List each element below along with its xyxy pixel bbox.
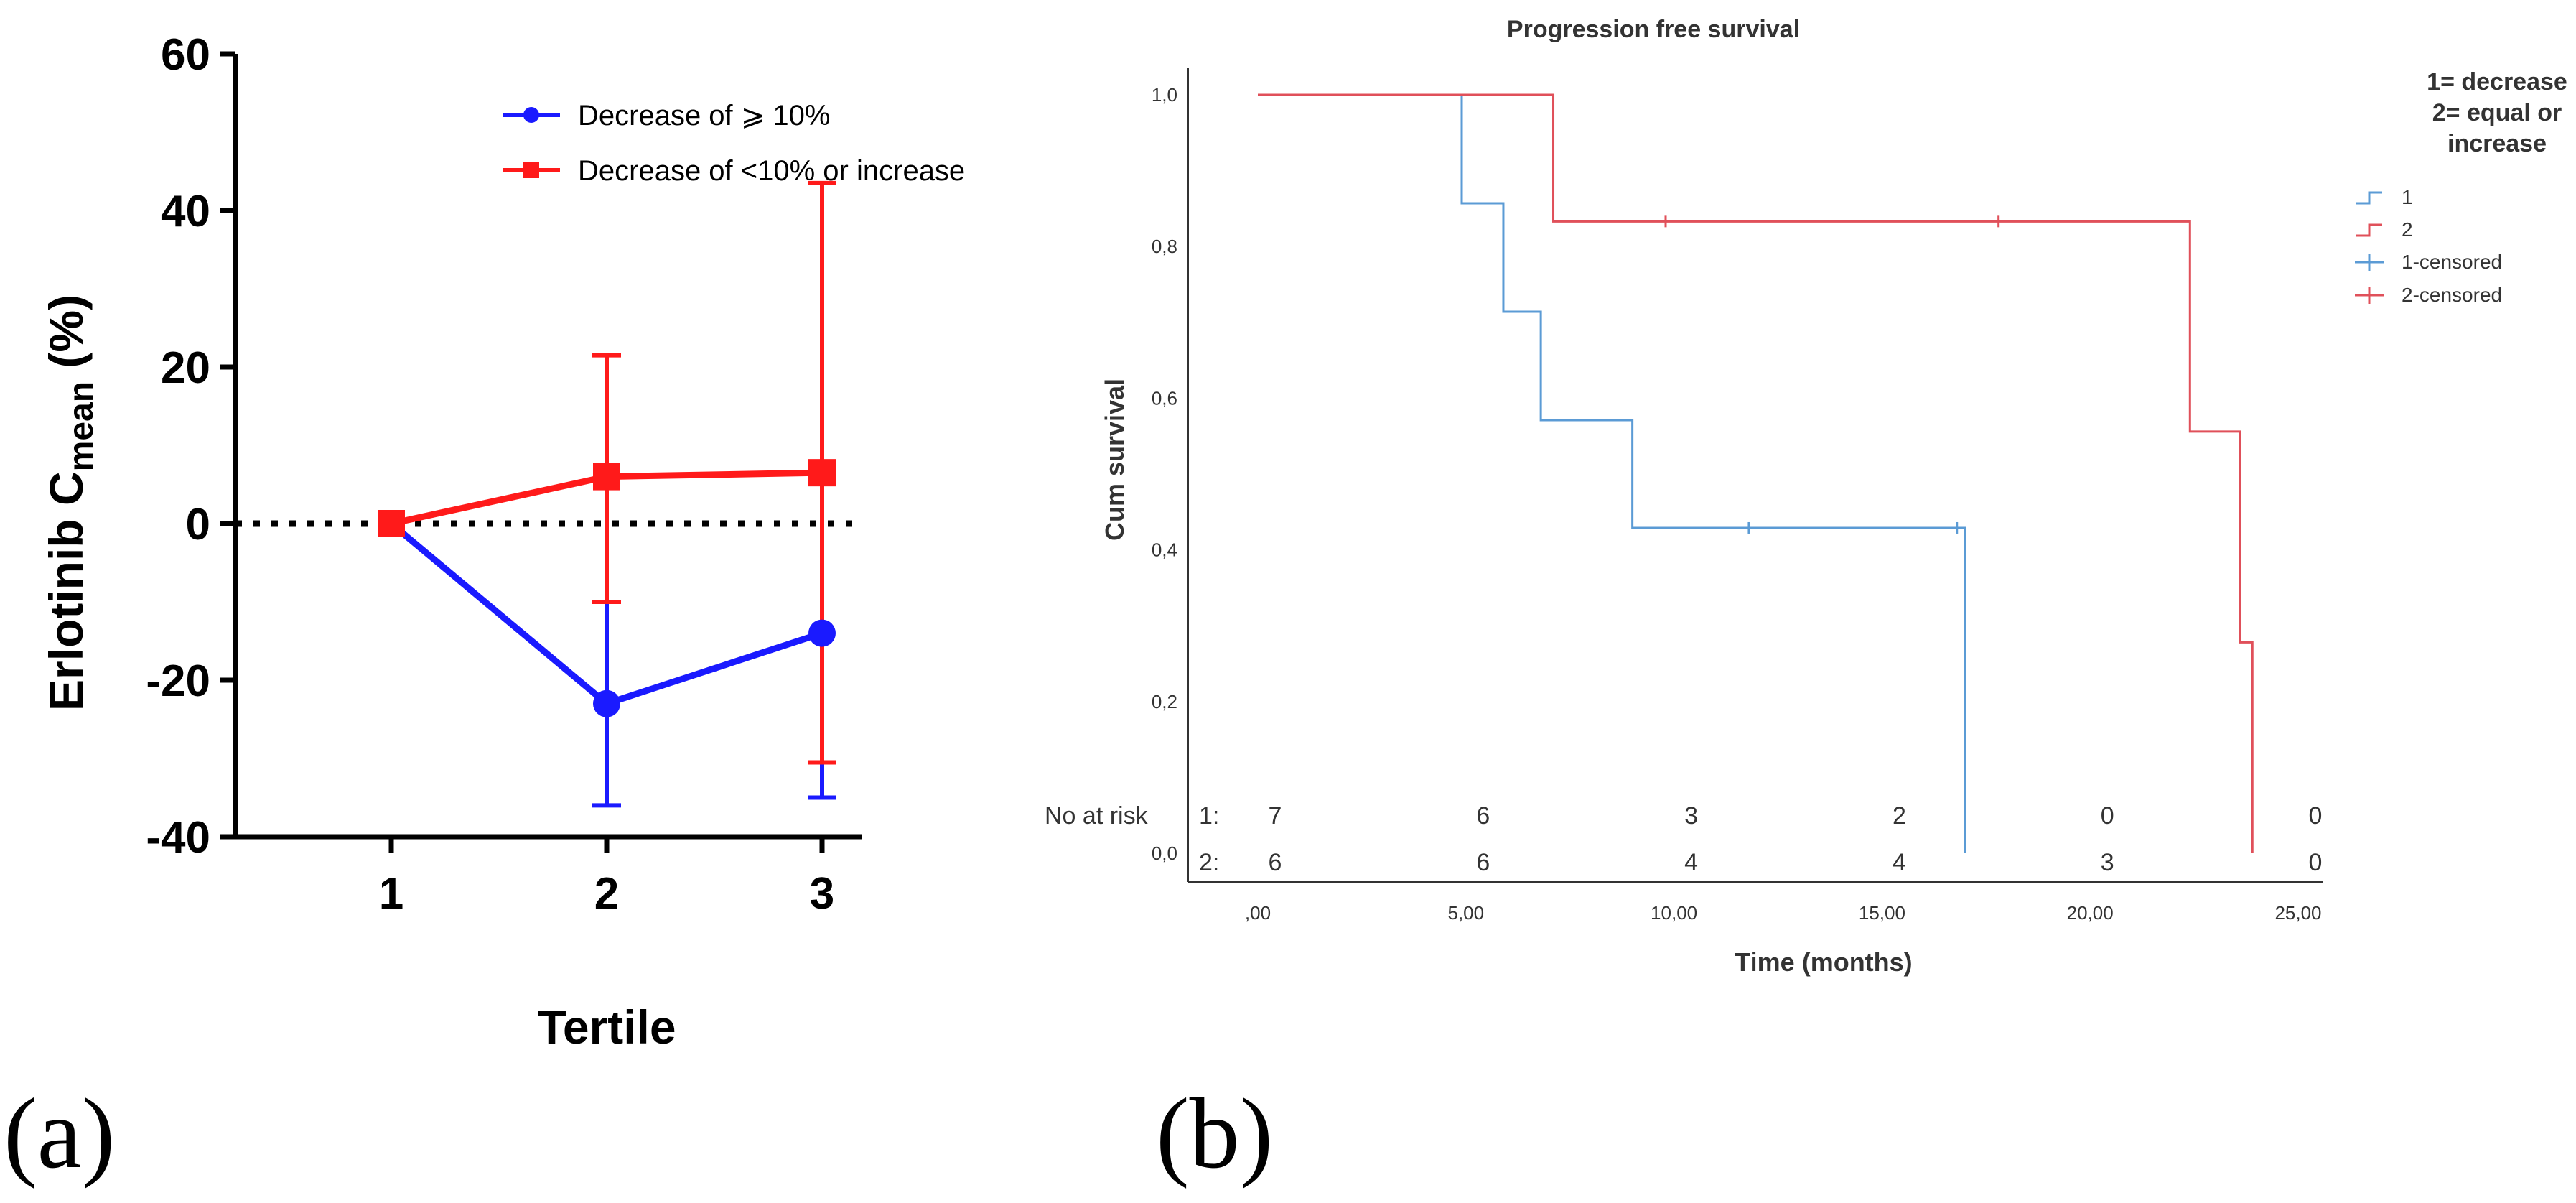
panel-a-y-tick-label: 20	[161, 343, 210, 393]
panel-b-x-axis-label: Time (months)	[1735, 947, 1912, 977]
panel-b-x-tick-label: 20,00	[2067, 902, 2114, 924]
panel-b-x-tick-label: 10,00	[1651, 902, 1697, 924]
legend-swatch-series-2	[2356, 225, 2382, 236]
panel-a-marks	[378, 183, 836, 806]
panel-b-x-tick-label: 25,00	[2274, 902, 2321, 924]
panel-b-y-tick-label: 0,6	[1152, 387, 1177, 409]
panel-a-legend: Decrease of ⩾ 10% Decrease of <10% or in…	[503, 100, 965, 187]
at-risk-label: No at risk	[1045, 802, 1149, 830]
at-risk-count: 2	[1893, 802, 1906, 830]
panel-b-x-tick-label: ,00	[1245, 902, 1271, 924]
legend-entry-1-censored: 1-censored	[2402, 251, 2502, 273]
at-risk-count: 6	[1269, 849, 1282, 876]
legend-entry-1: 1	[2402, 186, 2413, 208]
panel-a-x-axis-label: Tertile	[537, 1000, 676, 1054]
survival-curve-2	[1258, 95, 2252, 853]
at-risk-count: 4	[1684, 849, 1698, 876]
survival-curve-1	[1258, 95, 1965, 853]
panel-b-y-tick-label: 0,8	[1152, 236, 1177, 257]
legend-entry-decrease-lt10-or-increase: Decrease of <10% or increase	[578, 155, 965, 187]
at-risk-count: 3	[1684, 802, 1698, 830]
panel-a-x-tick-label: 3	[810, 869, 834, 919]
legend-title-line-1: 1= decrease	[2427, 68, 2567, 96]
panel-b-x-tick-label: 15,00	[1859, 902, 1905, 924]
at-risk-count: 0	[2309, 849, 2323, 876]
at-risk-count: 0	[2101, 802, 2114, 830]
panel-b-chart: Progression free survival Cum survival T…	[1045, 16, 2567, 1189]
panel-a-y-tick-label: 40	[161, 187, 210, 236]
panel-a-x-tick-label: 2	[594, 869, 619, 919]
at-risk-row-label: 2:	[1199, 849, 1219, 876]
at-risk-count: 0	[2309, 802, 2323, 830]
panel-a-x-tick-label: 1	[379, 869, 403, 919]
at-risk-count: 7	[1269, 802, 1282, 830]
series-decrease-lt10-or-increase-point	[378, 510, 405, 537]
legend-entry-decrease-10: Decrease of ⩾ 10%	[578, 100, 830, 131]
panel-a-y-tick-label: 0	[186, 500, 210, 549]
panel-a-y-tick-label: -20	[146, 656, 210, 706]
panel-b-label: (b)	[1156, 1078, 1273, 1189]
panel-a-y-tick-label: 60	[161, 30, 210, 80]
panel-a-chart: Erlotinib Cmean (%) Tertile (a) -40 -20 0 2…	[4, 30, 965, 1189]
figure: Erlotinib Cmean (%) Tertile (a) -40 -20 0 2…	[0, 0, 2576, 1203]
legend-entry-2-censored: 2-censored	[2402, 284, 2502, 306]
panel-b-y-tick-label: 0,4	[1152, 539, 1177, 561]
panel-a-label: (a)	[4, 1078, 115, 1189]
panel-a-y-tick-label: -40	[146, 813, 210, 863]
at-risk-count: 6	[1476, 802, 1490, 830]
legend-title-line-2: 2= equal or	[2432, 99, 2562, 126]
panel-b-y-tick-label: 0,0	[1152, 842, 1177, 864]
at-risk-count: 3	[2101, 849, 2114, 876]
at-risk-count: 6	[1476, 849, 1490, 876]
panel-b-axes: 0,0 0,2 0,4 0,6 0,8 1,0 ,00 5,00 10,00 15,00 20,00…	[1152, 68, 2323, 924]
series-decrease-10-point	[808, 620, 836, 647]
series-decrease-lt10-or-increase-point	[808, 459, 836, 486]
legend-swatch-series-1	[2356, 192, 2382, 203]
legend-marker-circle	[523, 107, 539, 123]
panel-b-y-tick-label: 0,2	[1152, 691, 1177, 712]
legend-marker-square	[523, 162, 539, 178]
at-risk-row-label: 1:	[1199, 802, 1219, 830]
panel-b-marks	[1258, 95, 2252, 853]
panel-b-legend: 1= decrease 2= equal or increase 1 2 1-c…	[2355, 68, 2567, 306]
legend-title-line-3: increase	[2447, 130, 2547, 157]
panel-b-at-risk-table: No at risk 1: 7 6 3 2 0 0 2: 6 6 4 4 3 0	[1045, 802, 2322, 876]
panel-b-y-axis-label: Cum survival	[1100, 378, 1129, 541]
series-decrease-lt10-or-increase-point	[593, 463, 620, 491]
series-decrease-10-point	[593, 690, 620, 717]
panel-b-title: Progression free survival	[1507, 16, 1800, 43]
panel-b-y-tick-label: 1,0	[1152, 84, 1177, 106]
legend-entry-2: 2	[2402, 218, 2413, 241]
panel-b-x-tick-label: 5,00	[1447, 902, 1484, 924]
at-risk-count: 4	[1893, 849, 1906, 876]
panel-a-y-axis-label: Erlotinib Cmean (%)	[39, 294, 101, 711]
